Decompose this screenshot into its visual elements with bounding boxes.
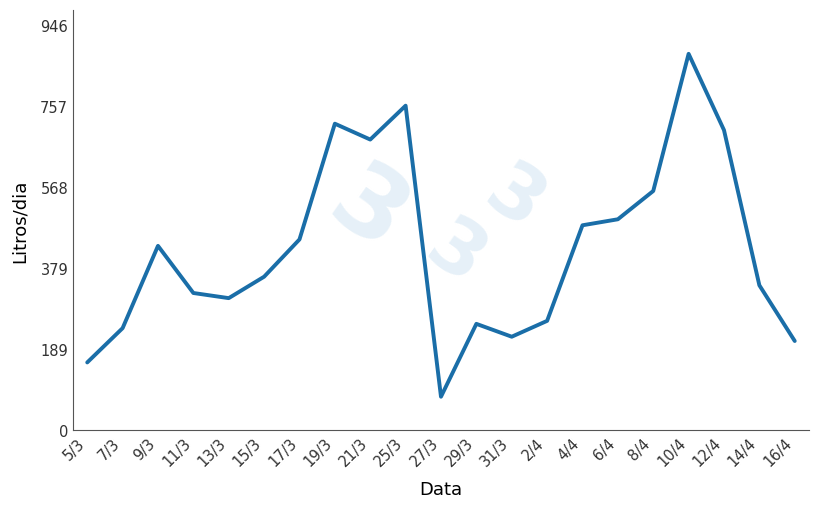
Text: 3: 3 [412,209,498,300]
X-axis label: Data: Data [419,480,462,498]
Text: 3: 3 [310,153,423,272]
Text: 3: 3 [471,154,557,245]
Y-axis label: Litros/dia: Litros/dia [11,179,29,262]
